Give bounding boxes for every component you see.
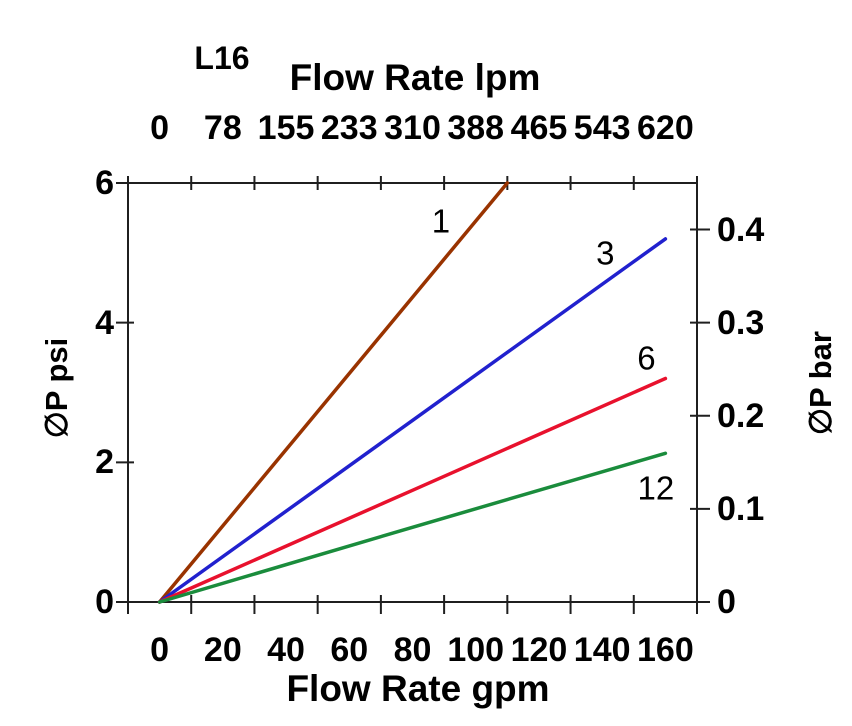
- bottom-axis-tick-label: 140: [573, 631, 631, 669]
- left-axis-tick-label: 4: [95, 303, 114, 342]
- left-axis-tick-label: 2: [95, 443, 114, 482]
- left-axis-tick-label: 6: [95, 164, 114, 202]
- right-axis-title: ∅P bar: [803, 331, 838, 435]
- series-label-12: 12: [637, 469, 675, 507]
- left-axis-tick-label: 0: [95, 583, 114, 621]
- series-line-12: [157, 451, 668, 604]
- bottom-axis-tick-label: 20: [203, 631, 242, 669]
- bottom-axis-tick-label: 0: [150, 631, 170, 669]
- bottom-axis-tick-label: 100: [447, 631, 505, 669]
- bottom-axis-title: Flow Rate gpm: [286, 668, 550, 709]
- top-axis-tick-label: 233: [320, 109, 378, 147]
- top-axis-tick-label: 155: [257, 109, 315, 147]
- series-label-3: 3: [596, 234, 615, 272]
- top-axis-tick-label: 465: [510, 109, 568, 147]
- bottom-axis-tick-label: 60: [330, 631, 369, 669]
- series-label-6: 6: [637, 339, 656, 377]
- top-axis-tick-label: 0: [150, 109, 170, 147]
- left-axis-title: ∅P psi: [39, 337, 74, 439]
- top-axis-tick-label: 310: [384, 109, 441, 147]
- series-line-1: [157, 181, 510, 604]
- series-line-3: [157, 237, 668, 604]
- top-axis-tick-label: 388: [447, 109, 505, 147]
- right-axis-tick-label: 0.3: [717, 303, 765, 342]
- series-line-6: [157, 376, 668, 604]
- top-axis-tick-label: 620: [637, 109, 694, 147]
- top-axis-tick-label: 543: [573, 109, 631, 147]
- top-axis-title: Flow Rate lpm: [289, 57, 541, 98]
- bottom-axis-tick-label: 160: [637, 631, 694, 669]
- right-axis-tick-label: 0.4: [717, 210, 765, 249]
- right-axis-tick-label: 0.1: [717, 489, 765, 528]
- right-axis-tick-label: 0.2: [717, 396, 765, 435]
- right-axis-tick-label: 0: [717, 583, 736, 621]
- bottom-axis-tick-label: 40: [267, 631, 305, 669]
- chart-model-label: L16: [194, 40, 250, 76]
- bottom-axis-tick-label: 80: [393, 631, 432, 669]
- top-axis-tick-label: 78: [203, 109, 242, 147]
- bottom-axis-tick-label: 120: [510, 631, 568, 669]
- series-label-1: 1: [431, 202, 451, 240]
